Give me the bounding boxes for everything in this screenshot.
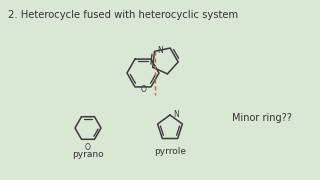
Text: O: O <box>85 143 91 152</box>
Text: pyrrole: pyrrole <box>154 147 186 156</box>
Text: N: N <box>157 46 163 55</box>
Text: pyrano: pyrano <box>72 150 104 159</box>
Text: O: O <box>141 86 147 94</box>
Text: Minor ring??: Minor ring?? <box>232 113 292 123</box>
Text: N: N <box>173 109 179 118</box>
Text: 2. Heterocycle fused with heterocyclic system: 2. Heterocycle fused with heterocyclic s… <box>8 10 238 20</box>
